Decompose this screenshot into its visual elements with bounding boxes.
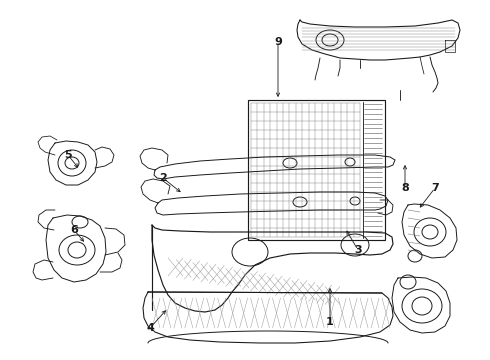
Text: 1: 1 — [326, 317, 334, 327]
Text: 5: 5 — [64, 150, 72, 160]
Text: 9: 9 — [274, 37, 282, 47]
Text: 4: 4 — [146, 323, 154, 333]
Text: 2: 2 — [159, 173, 167, 183]
Text: 7: 7 — [431, 183, 439, 193]
Text: 3: 3 — [354, 245, 362, 255]
Text: 6: 6 — [70, 225, 78, 235]
Text: 8: 8 — [401, 183, 409, 193]
Bar — [248, 100, 385, 240]
